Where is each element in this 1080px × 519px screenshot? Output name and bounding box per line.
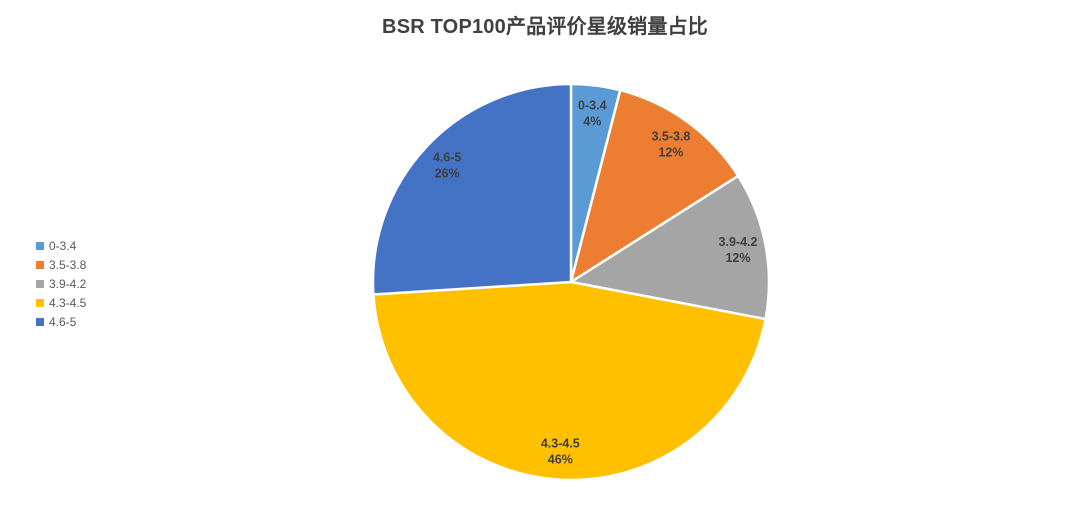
legend-item-3.5-3.8[interactable]: 3.5-3.8 <box>36 255 86 274</box>
pie-slice-3.5-3.8[interactable] <box>569 88 740 284</box>
legend-label: 0-3.4 <box>49 238 77 253</box>
pie-slice-4.3-4.5[interactable] <box>372 280 767 482</box>
pie-slice-3.9-4.2[interactable] <box>569 174 771 321</box>
chart-title: BSR TOP100产品评价星级销量占比 <box>382 16 708 38</box>
legend-label: 4.3-4.5 <box>49 295 87 310</box>
legend-swatch-icon <box>36 260 44 269</box>
legend-label: 3.5-3.8 <box>49 257 87 272</box>
legend-swatch-icon <box>36 317 44 326</box>
pie-chart: 0-3.4 4%3.5-3.8 12%3.9-4.2 12%4.3-4.5 46%4.6… <box>371 82 771 482</box>
legend-label: 4.6-5 <box>49 314 77 329</box>
legend-swatch-icon <box>36 241 44 250</box>
legend-label: 3.9-4.2 <box>49 276 87 291</box>
legend-swatch-icon <box>36 279 44 288</box>
legend-item-4.6-5[interactable]: 4.6-5 <box>36 312 86 331</box>
pie-slice-4.6-5[interactable] <box>371 82 573 296</box>
chart-legend: 0-3.4 3.5-3.8 3.9-4.2 4.3-4.5 4.6-5 <box>36 236 86 331</box>
legend-swatch-icon <box>36 298 44 307</box>
legend-item-4.3-4.5[interactable]: 4.3-4.5 <box>36 293 86 312</box>
legend-item-0-3.4[interactable]: 0-3.4 <box>36 236 86 255</box>
legend-item-3.9-4.2[interactable]: 3.9-4.2 <box>36 274 86 293</box>
